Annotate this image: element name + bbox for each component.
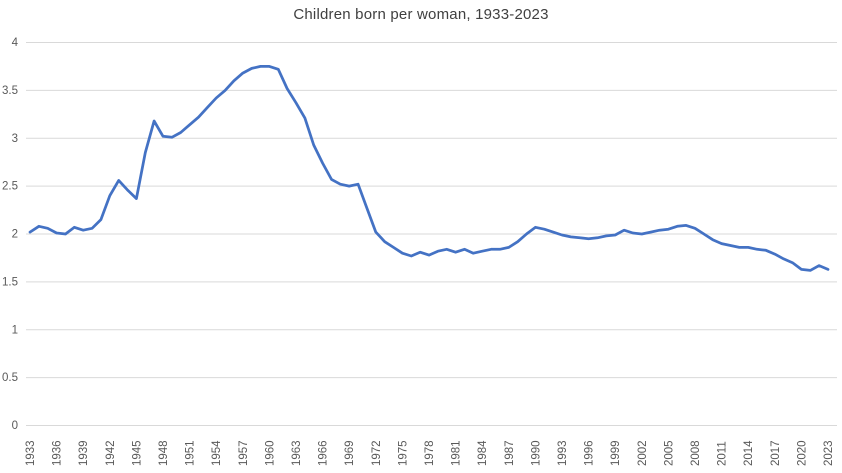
x-axis-tick-label: 1981 bbox=[451, 440, 463, 466]
x-axis-tick-label: 1954 bbox=[211, 440, 223, 466]
x-axis-tick-label: 2020 bbox=[796, 440, 808, 466]
x-axis-tick-label: 2005 bbox=[663, 440, 675, 466]
x-axis-tick-label: 2023 bbox=[823, 440, 835, 466]
x-axis-tick-label: 1933 bbox=[25, 440, 37, 466]
fertility-rate-line bbox=[28, 65, 830, 272]
x-axis-tick-label: 1975 bbox=[397, 440, 409, 466]
x-axis-tick-label: 1984 bbox=[477, 440, 489, 466]
x-axis-tick-label: 2017 bbox=[770, 440, 782, 466]
x-axis-tick-label: 1999 bbox=[610, 440, 622, 466]
x-axis-tick-label: 2014 bbox=[743, 440, 755, 466]
x-axis-tick-label: 1957 bbox=[238, 440, 250, 466]
y-axis-tick-label: 2.5 bbox=[2, 181, 18, 193]
x-axis-tick-label: 1960 bbox=[264, 440, 276, 466]
x-axis-tick-label: 1990 bbox=[530, 440, 542, 466]
x-axis-tick-label: 1936 bbox=[52, 440, 64, 466]
y-axis-tick-label: 3.5 bbox=[2, 85, 18, 97]
x-axis-tick-label: 1951 bbox=[185, 440, 197, 466]
y-axis-tick-label: 0 bbox=[12, 420, 18, 432]
y-axis-tick-label: 0.5 bbox=[2, 372, 18, 384]
x-axis-tick-label: 1948 bbox=[158, 440, 170, 466]
x-axis-tick-label: 1945 bbox=[131, 440, 143, 466]
x-axis-tick-label: 1942 bbox=[105, 440, 117, 466]
x-axis-tick-label: 2011 bbox=[717, 441, 729, 466]
x-axis-tick-label: 1993 bbox=[557, 440, 569, 466]
y-axis-tick-label: 1.5 bbox=[2, 276, 18, 288]
y-axis-tick-label: 4 bbox=[12, 37, 19, 49]
y-axis-tick-label: 2 bbox=[12, 229, 18, 241]
chart-title: Children born per woman, 1933-2023 bbox=[293, 6, 549, 23]
x-axis-tick-label: 1966 bbox=[318, 440, 330, 466]
x-axis-tick-label: 1963 bbox=[291, 440, 303, 466]
y-axis-tick-label: 3 bbox=[12, 133, 18, 145]
x-axis-tick-label: 1969 bbox=[344, 440, 356, 466]
y-axis-tick-label: 1 bbox=[12, 324, 18, 336]
x-axis-tick-label: 1978 bbox=[424, 440, 436, 466]
x-axis-tick-label: 2008 bbox=[690, 440, 702, 466]
x-axis-tick-label: 1996 bbox=[584, 440, 596, 466]
x-axis-tick-label: 1939 bbox=[78, 440, 90, 466]
x-axis-tick-label: 1987 bbox=[504, 440, 516, 466]
x-axis-tick-label: 1972 bbox=[371, 440, 383, 466]
x-axis-tick-label: 2002 bbox=[637, 440, 649, 466]
